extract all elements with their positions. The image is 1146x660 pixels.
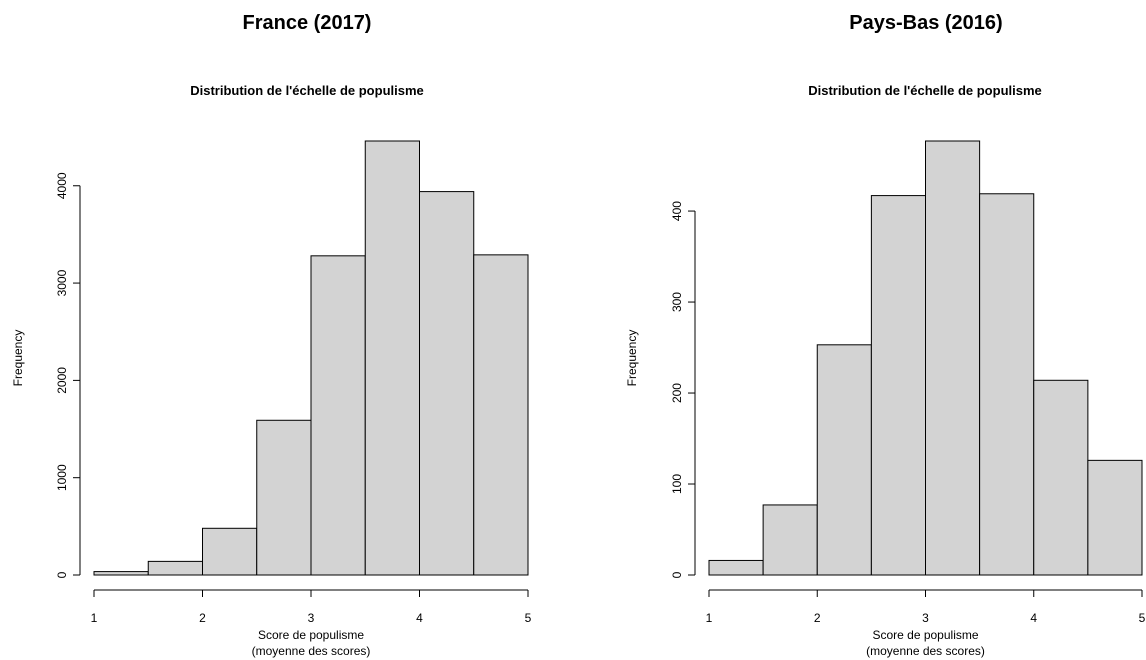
france-bar-6 <box>364 140 420 576</box>
france-x-tick-label: 3 <box>308 611 315 625</box>
pays-bas-x-axis-sublabel: (moyenne des scores) <box>866 644 985 658</box>
france-y-tick-label: 4000 <box>55 172 69 199</box>
pays-bas-x-tick-label: 5 <box>1139 611 1146 625</box>
pays-bas-bar-4 <box>870 195 926 576</box>
france-bar-2 <box>147 560 203 576</box>
france-bar-4 <box>256 419 312 576</box>
pays-bas-x-tick-label: 4 <box>1030 611 1037 625</box>
pays-bas-bar-8 <box>1087 459 1143 576</box>
pays-bas-x-axis-label: Score de populisme <box>872 628 978 642</box>
france-bar-3 <box>202 527 258 576</box>
pays-bas-y-tick-label: 200 <box>670 383 684 403</box>
pays-bas-x-tick-label: 1 <box>706 611 713 625</box>
pays-bas-y-tick-label: 100 <box>670 474 684 494</box>
panel-title-pays-bas: Pays-Bas (2016) <box>849 12 1003 34</box>
pays-bas-y-tick-label: 0 <box>670 571 684 578</box>
france-y-tick-label: 2000 <box>55 367 69 394</box>
pays-bas-bar-1 <box>708 559 764 576</box>
france-bar-1 <box>93 571 149 576</box>
france-y-tick-label: 1000 <box>55 464 69 491</box>
pays-bas-bar-7 <box>1033 379 1089 576</box>
pays-bas-bar-3 <box>816 344 872 576</box>
france-bar-5 <box>310 255 366 576</box>
pays-bas-bar-5 <box>925 140 981 576</box>
france-y-tick-label: 0 <box>55 571 69 578</box>
pays-bas-x-tick-label: 3 <box>922 611 929 625</box>
france-y-axis-label: Frequency <box>11 330 25 387</box>
pays-bas-bar-2 <box>762 504 818 576</box>
panel-title-france: France (2017) <box>242 12 372 34</box>
pays-bas-x-tick-label: 2 <box>814 611 821 625</box>
france-x-tick-label: 5 <box>525 611 532 625</box>
france-x-axis-sublabel: (moyenne des scores) <box>252 644 371 658</box>
france-x-tick-label: 2 <box>199 611 206 625</box>
pays-bas-y-tick-label: 300 <box>670 292 684 312</box>
france-bar-7 <box>419 191 475 576</box>
france-x-tick-label: 1 <box>91 611 98 625</box>
pays-bas-y-axis-label: Frequency <box>625 330 639 387</box>
france-bar-8 <box>473 254 529 576</box>
pays-bas-bar-6 <box>979 193 1035 576</box>
pays-bas-y-tick-label: 400 <box>670 201 684 221</box>
france-y-tick-label: 3000 <box>55 269 69 296</box>
france-chart-title: Distribution de l'échelle de populisme <box>190 83 424 98</box>
france-x-axis-label: Score de populisme <box>258 628 364 642</box>
france-x-tick-label: 4 <box>416 611 423 625</box>
pays-bas-chart-title: Distribution de l'échelle de populisme <box>808 83 1042 98</box>
